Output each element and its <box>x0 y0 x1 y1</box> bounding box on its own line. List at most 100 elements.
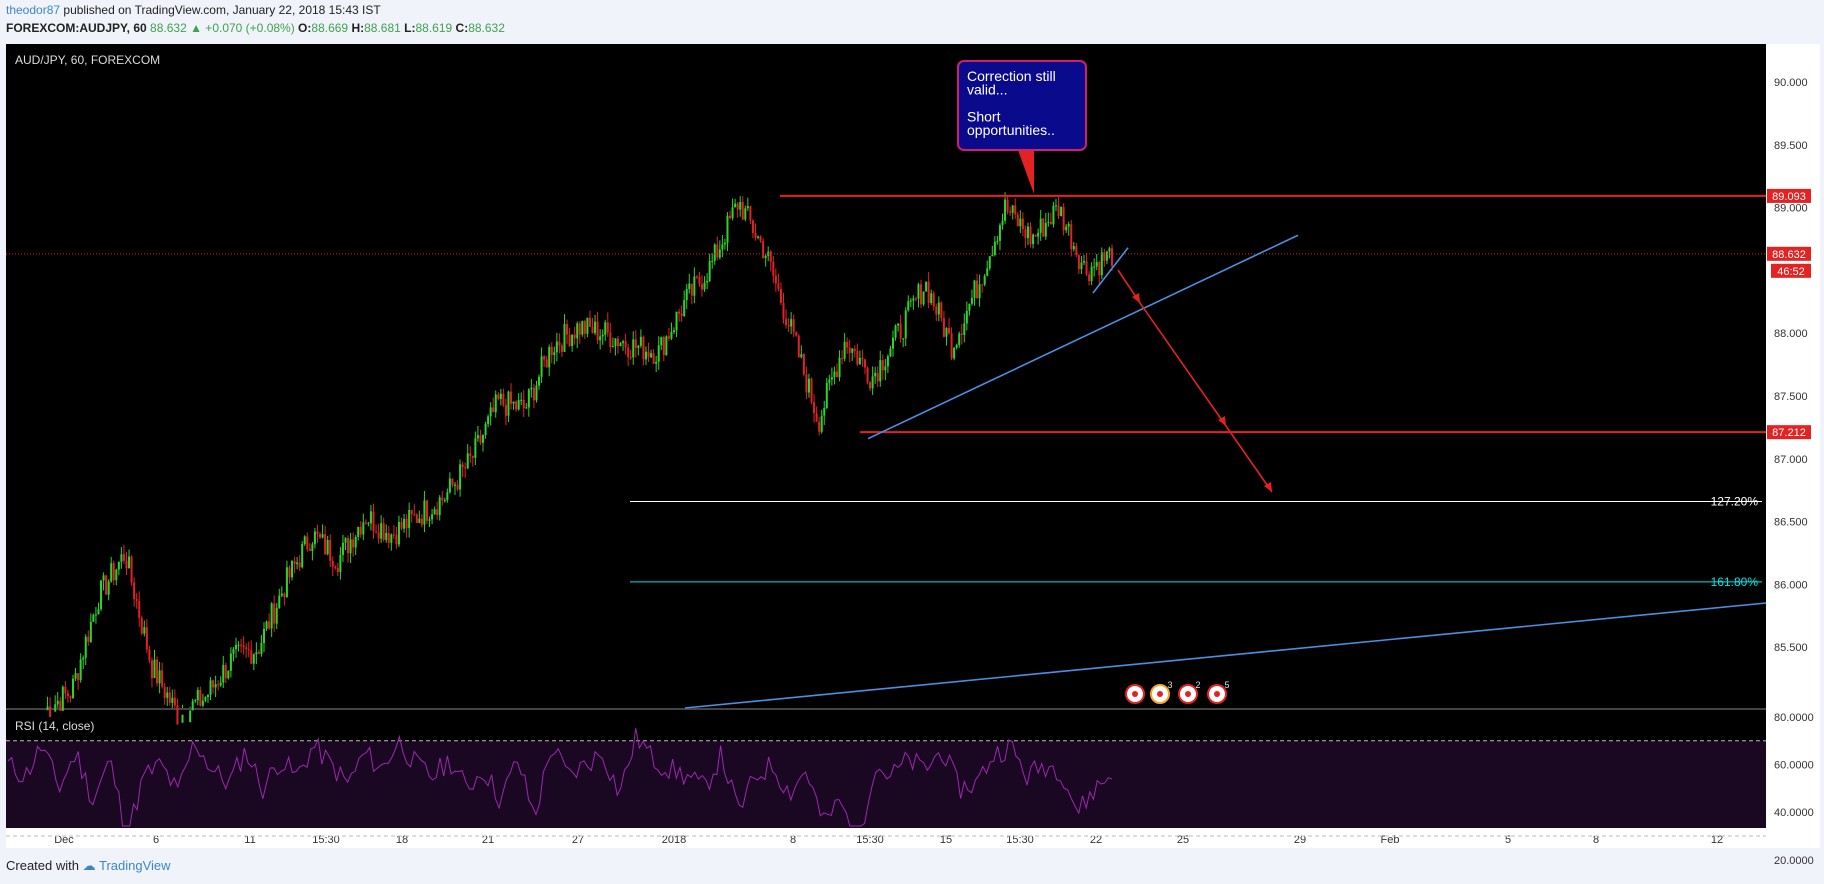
candle-body <box>599 336 602 341</box>
candle-body <box>835 371 838 378</box>
candle-body <box>84 636 87 658</box>
candle-body <box>639 336 642 346</box>
candle-body <box>619 343 622 347</box>
candle-body <box>914 298 917 300</box>
candle-body <box>265 621 268 629</box>
candle-body <box>441 497 444 501</box>
open-label: O: <box>298 21 312 35</box>
candle-body <box>925 281 928 292</box>
candle-body <box>958 333 961 346</box>
candle-body <box>382 523 385 540</box>
candle-body <box>578 323 581 335</box>
candle-body <box>270 603 273 629</box>
time-tick-label: 8 <box>790 834 796 846</box>
candle-body <box>807 378 810 393</box>
candle-body <box>135 598 138 602</box>
candle-body <box>706 280 709 283</box>
candle-body <box>395 535 398 545</box>
candle-body <box>489 407 492 417</box>
candle-body <box>657 345 660 362</box>
candle-body <box>400 521 403 529</box>
candle-body <box>555 341 558 353</box>
candle-body <box>749 206 752 221</box>
candle-body <box>940 302 943 319</box>
candle-body <box>953 347 956 359</box>
candle-body <box>527 389 530 408</box>
candle-body <box>510 391 513 404</box>
candle-body <box>894 325 897 338</box>
candle-body <box>227 670 230 679</box>
candle-body <box>869 382 872 389</box>
candle-body <box>522 399 525 409</box>
candle-body <box>976 280 979 299</box>
candle-body <box>293 561 296 565</box>
candle-body <box>285 567 288 598</box>
candle-body <box>970 297 973 304</box>
time-tick-label: 8 <box>1593 834 1599 846</box>
candle-body <box>232 649 235 654</box>
candle-body <box>632 339 635 358</box>
arrow-head <box>1264 482 1272 492</box>
candle-body <box>973 280 976 298</box>
candle-body <box>604 322 607 335</box>
candle-body <box>642 336 645 360</box>
candle-body <box>1088 274 1091 282</box>
candle-body <box>54 704 57 712</box>
candle-body <box>364 522 367 524</box>
candle-body <box>858 357 861 365</box>
candle-body <box>759 236 762 241</box>
candle-body <box>891 337 894 349</box>
candle-body <box>1072 246 1075 250</box>
open-value: 88.669 <box>311 21 349 35</box>
candle-body <box>588 317 591 327</box>
author-link[interactable]: theodor87 <box>6 3 61 17</box>
candle-body <box>601 334 604 337</box>
candle-body <box>729 215 732 219</box>
candle-body <box>558 341 561 346</box>
candle-body <box>453 484 456 486</box>
candle-body <box>502 393 505 406</box>
candle-body <box>912 298 915 301</box>
candle-body <box>1016 214 1019 227</box>
candle-body <box>161 670 164 687</box>
candle-body <box>828 379 831 383</box>
event-marker-dot <box>1185 691 1191 697</box>
candle-body <box>102 575 105 581</box>
price-tick-label: 86.500 <box>1774 517 1808 529</box>
candle-body <box>153 659 156 679</box>
created-with-label: Created with <box>6 858 79 873</box>
candle-body <box>1111 248 1113 266</box>
candle-body <box>326 540 329 555</box>
candle-body <box>245 647 248 650</box>
candle-body <box>672 330 675 332</box>
candle-body <box>517 400 520 410</box>
candle-body <box>520 399 523 401</box>
candle-body <box>403 518 406 529</box>
time-tick-label: Feb <box>1381 834 1400 846</box>
tradingview-link[interactable]: TradingView <box>99 858 171 873</box>
candle-body <box>138 601 141 618</box>
candle-body <box>713 244 716 261</box>
candle-body <box>863 359 866 368</box>
candle-body <box>375 531 378 533</box>
candle-body <box>652 353 655 364</box>
candle-body <box>881 360 884 371</box>
candle-body <box>683 300 686 316</box>
candle-body <box>830 377 833 380</box>
candle-body <box>726 215 729 243</box>
candle-body <box>981 284 984 286</box>
candle-body <box>711 260 714 262</box>
rsi-tick-label: 40.0000 <box>1774 807 1814 819</box>
price-tick-label: 89.000 <box>1774 203 1808 215</box>
candle-body <box>242 645 245 648</box>
rsi-line <box>7 728 1113 827</box>
candle-body <box>303 536 306 545</box>
candle-body <box>1070 224 1073 250</box>
candle-body <box>1093 266 1096 268</box>
candle-body <box>163 686 166 698</box>
candle-body <box>487 416 490 425</box>
rsi-label: RSI (14, close) <box>15 719 94 733</box>
candle-body <box>115 569 118 581</box>
candle-body <box>866 367 869 383</box>
